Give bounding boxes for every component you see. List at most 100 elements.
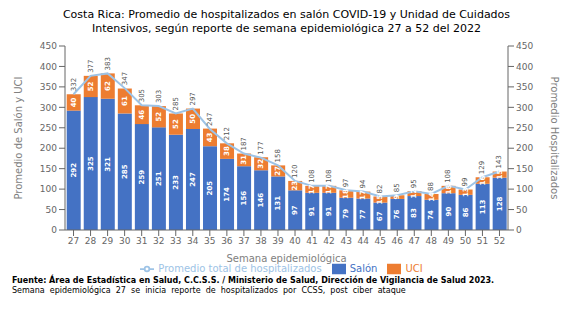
svg-text:187: 187 <box>240 137 248 150</box>
svg-text:18: 18 <box>445 184 453 194</box>
svg-text:41: 41 <box>306 236 317 246</box>
svg-text:259: 259 <box>138 169 146 184</box>
svg-text:31: 31 <box>136 236 147 246</box>
svg-text:31: 31 <box>240 154 248 164</box>
svg-text:45: 45 <box>374 236 385 246</box>
svg-text:300: 300 <box>516 102 533 112</box>
svg-text:94: 94 <box>359 179 367 188</box>
svg-text:91: 91 <box>308 206 316 216</box>
svg-text:39: 39 <box>272 236 284 246</box>
svg-text:85: 85 <box>393 183 401 192</box>
svg-text:332: 332 <box>70 77 78 90</box>
svg-text:9: 9 <box>393 194 401 199</box>
svg-text:40: 40 <box>289 236 301 246</box>
svg-text:52: 52 <box>87 81 95 91</box>
svg-text:305: 305 <box>138 88 146 101</box>
svg-text:35: 35 <box>204 236 215 246</box>
svg-text:95: 95 <box>410 179 418 188</box>
svg-text:113: 113 <box>479 199 487 214</box>
svg-text:303: 303 <box>155 89 163 102</box>
svg-text:42: 42 <box>323 236 334 246</box>
svg-text:108: 108 <box>444 169 452 182</box>
svg-text:49: 49 <box>443 236 455 246</box>
svg-text:15: 15 <box>496 169 504 179</box>
svg-text:38: 38 <box>255 236 267 246</box>
svg-text:14: 14 <box>428 191 436 201</box>
svg-text:131: 131 <box>274 195 282 210</box>
svg-text:450: 450 <box>516 41 533 51</box>
svg-text:97: 97 <box>342 178 350 187</box>
svg-text:325: 325 <box>87 156 95 171</box>
svg-text:Promedio de Salón y UCI: Promedio de Salón y UCI <box>13 76 24 199</box>
svg-text:37: 37 <box>238 236 249 246</box>
svg-text:43: 43 <box>340 236 351 246</box>
svg-text:23: 23 <box>291 180 299 190</box>
svg-text:212: 212 <box>223 126 231 139</box>
svg-text:61: 61 <box>121 95 129 105</box>
svg-text:297: 297 <box>189 92 197 105</box>
svg-text:200: 200 <box>516 143 533 153</box>
svg-text:86: 86 <box>462 207 470 217</box>
svg-text:17: 17 <box>308 184 316 194</box>
svg-text:27: 27 <box>274 165 282 175</box>
svg-text:129: 129 <box>478 160 486 173</box>
svg-text:34: 34 <box>187 236 199 246</box>
svg-text:177: 177 <box>257 141 265 154</box>
svg-text:88: 88 <box>427 182 435 191</box>
svg-text:450: 450 <box>40 41 57 51</box>
svg-text:28: 28 <box>85 236 97 246</box>
svg-text:52: 52 <box>494 236 505 246</box>
svg-text:51: 51 <box>477 236 488 246</box>
svg-text:13: 13 <box>462 187 470 197</box>
svg-text:43: 43 <box>206 132 214 142</box>
svg-text:377: 377 <box>87 59 95 72</box>
svg-text:82: 82 <box>376 184 384 193</box>
svg-text:52: 52 <box>172 119 180 129</box>
svg-text:48: 48 <box>426 236 438 246</box>
svg-text:108: 108 <box>325 169 333 182</box>
svg-text:97: 97 <box>291 205 299 215</box>
svg-text:46: 46 <box>138 109 146 119</box>
svg-text:143: 143 <box>495 155 503 168</box>
svg-text:46: 46 <box>392 236 404 246</box>
svg-text:233: 233 <box>172 174 180 189</box>
svg-text:251: 251 <box>155 171 163 186</box>
svg-text:150: 150 <box>516 163 533 173</box>
svg-text:18: 18 <box>342 189 350 199</box>
svg-text:200: 200 <box>40 143 57 153</box>
svg-text:40: 40 <box>70 97 78 107</box>
svg-text:36: 36 <box>221 236 233 246</box>
svg-text:12: 12 <box>410 188 418 198</box>
svg-text:67: 67 <box>376 211 384 221</box>
svg-text:100: 100 <box>40 184 57 194</box>
svg-text:300: 300 <box>40 102 57 112</box>
svg-text:32: 32 <box>153 236 164 246</box>
svg-text:50: 50 <box>460 236 472 246</box>
svg-text:50: 50 <box>46 204 58 214</box>
svg-text:247: 247 <box>206 112 214 125</box>
svg-text:62: 62 <box>104 81 112 91</box>
svg-text:0: 0 <box>516 225 522 235</box>
svg-text:50: 50 <box>189 113 197 123</box>
svg-text:30: 30 <box>119 236 131 246</box>
svg-text:99: 99 <box>461 177 469 186</box>
svg-text:79: 79 <box>342 208 350 218</box>
svg-text:38: 38 <box>223 146 231 156</box>
svg-text:27: 27 <box>68 236 79 246</box>
svg-text:400: 400 <box>516 61 533 71</box>
svg-text:146: 146 <box>257 192 265 207</box>
svg-text:47: 47 <box>409 236 420 246</box>
svg-text:29: 29 <box>102 236 114 246</box>
svg-text:120: 120 <box>291 164 299 177</box>
svg-text:285: 285 <box>172 97 180 110</box>
svg-text:100: 100 <box>516 184 533 194</box>
svg-text:Semana epidemiológica: Semana epidemiológica <box>226 253 346 264</box>
svg-text:0: 0 <box>51 225 57 235</box>
svg-text:52: 52 <box>155 111 163 121</box>
svg-text:156: 156 <box>240 190 248 205</box>
svg-text:250: 250 <box>516 122 533 132</box>
svg-text:33: 33 <box>170 236 181 246</box>
svg-text:74: 74 <box>428 209 436 219</box>
svg-text:83: 83 <box>410 208 418 218</box>
svg-text:292: 292 <box>70 162 78 177</box>
